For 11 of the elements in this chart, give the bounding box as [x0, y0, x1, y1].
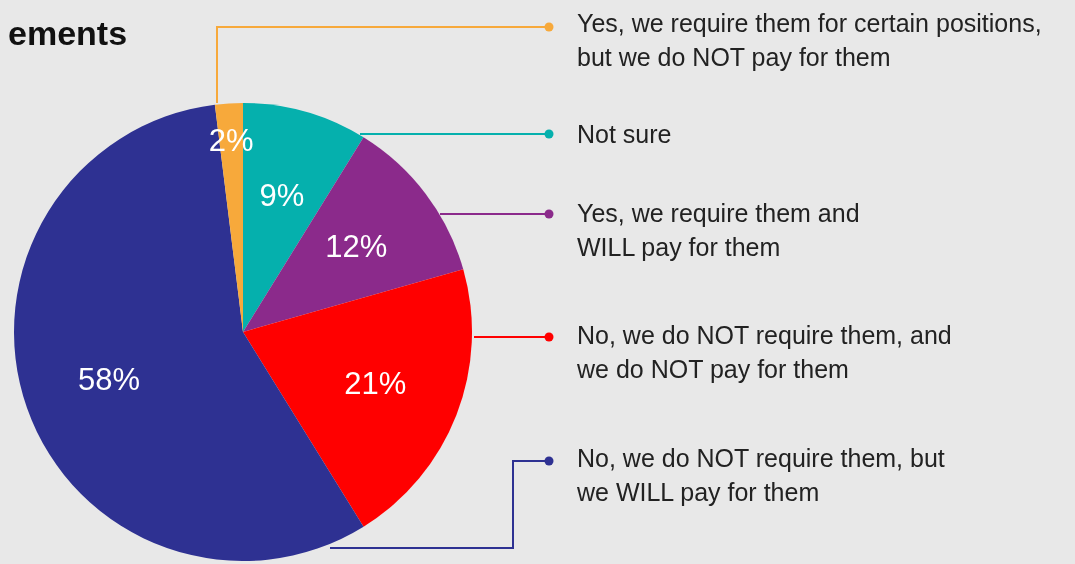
- data-label: 21%: [344, 365, 407, 401]
- pie-slice: [243, 269, 472, 527]
- data-label: 9%: [259, 177, 305, 213]
- legend-label: Not sure: [577, 119, 673, 150]
- legend-label: No, we do NOT require them, and we do NOT pay for them: [577, 320, 952, 385]
- legend-label: Yes, we require them for certain positions, but we do NOT pay for them: [577, 8, 1043, 73]
- legend-label: Yes, we require them and WILL pay for them: [577, 198, 861, 263]
- data-label: 58%: [78, 361, 141, 397]
- legend-label: No, we do NOT require them, but we WILL pay for them: [577, 443, 946, 508]
- chart-title: ements: [8, 14, 128, 53]
- data-label: 12%: [325, 228, 388, 264]
